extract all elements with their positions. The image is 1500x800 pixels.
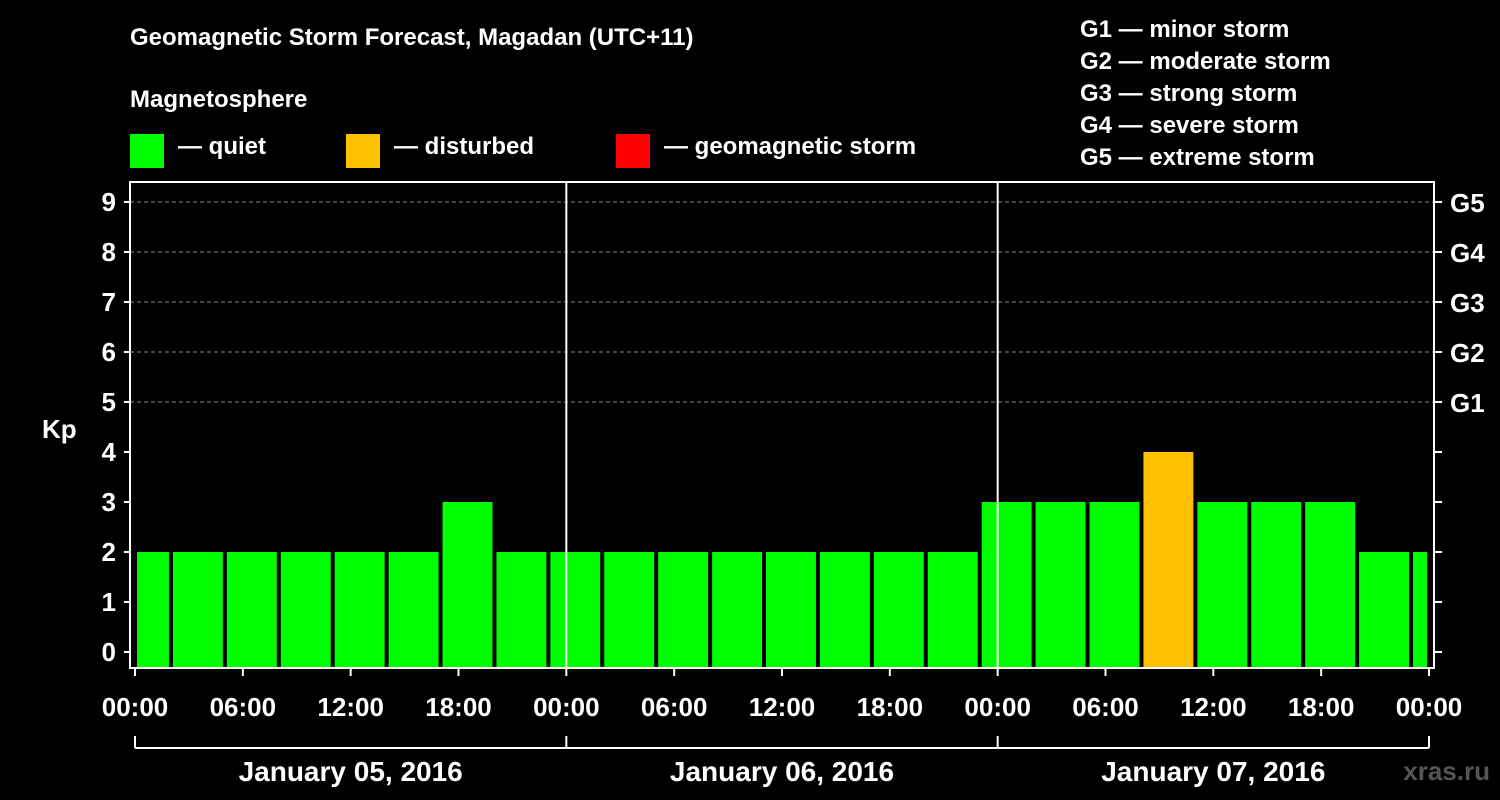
day-label: January 06, 2016 <box>670 756 894 787</box>
x-tick-label: 00:00 <box>533 692 600 722</box>
x-tick-label: 00:00 <box>1396 692 1463 722</box>
x-tick-label: 12:00 <box>749 692 816 722</box>
bar-kp <box>927 552 978 667</box>
bar-kp <box>1089 502 1140 667</box>
bar-kp <box>1035 502 1086 667</box>
y-tick-label: 8 <box>102 237 116 267</box>
legend-label-quiet: — quiet <box>178 133 266 160</box>
bar-kp <box>981 502 1032 667</box>
legend-label-disturbed: — disturbed <box>394 133 535 160</box>
g-scale-item: G5 — extreme storm <box>1080 144 1315 171</box>
legend-swatch-quiet <box>130 134 164 168</box>
legend-swatch-disturbed <box>346 134 380 168</box>
g-tick-label: G5 <box>1450 188 1485 218</box>
bar-kp <box>873 552 924 667</box>
y-tick-label: 5 <box>102 387 116 417</box>
legend-label-storm: — geomagnetic storm <box>664 133 917 160</box>
bar-kp <box>1143 452 1194 667</box>
x-tick-label: 06:00 <box>641 692 708 722</box>
bar-kp <box>280 552 331 667</box>
bar-kp <box>712 552 763 667</box>
y-tick-label: 4 <box>102 437 117 467</box>
x-tick-label: 12:00 <box>1180 692 1247 722</box>
y-axis-label: Kp <box>42 414 77 444</box>
bar-kp <box>1413 552 1427 667</box>
x-tick-label: 00:00 <box>102 692 169 722</box>
bar-kp <box>226 552 277 667</box>
g-scale-item: G2 — moderate storm <box>1080 48 1331 75</box>
bar-kp <box>442 502 493 667</box>
g-scale-item: G4 — severe storm <box>1080 112 1299 139</box>
bar-kp <box>172 552 223 667</box>
magnetosphere-label: Magnetosphere <box>130 86 308 113</box>
g-scale-legend: G1 — minor storm G2 — moderate storm G3 … <box>1080 14 1331 174</box>
x-tick-label: 18:00 <box>857 692 924 722</box>
x-tick-label: 18:00 <box>1288 692 1355 722</box>
chart-title: Geomagnetic Storm Forecast, Magadan (UTC… <box>130 24 694 51</box>
y-tick-label: 9 <box>102 187 116 217</box>
g-tick-label: G1 <box>1450 388 1485 418</box>
x-tick-label: 06:00 <box>210 692 277 722</box>
bar-kp <box>496 552 547 667</box>
y-tick-label: 1 <box>102 587 116 617</box>
x-tick-label: 06:00 <box>1072 692 1139 722</box>
grid-layer <box>130 201 1434 403</box>
bar-kp <box>658 552 709 667</box>
day-label: January 07, 2016 <box>1101 756 1325 787</box>
bar-kp <box>1197 502 1248 667</box>
y-tick-label: 6 <box>102 337 116 367</box>
bar-kp <box>137 552 169 667</box>
bar-kp <box>334 552 385 667</box>
legend-swatch-storm <box>616 134 650 168</box>
axis-layer: 0 1 2 3 4 5 6 7 8 9 G1 G2 G3 G4 G5 00:00 06:00 12:00 18:00… <box>102 181 1485 787</box>
g-scale-item: G1 — minor storm <box>1080 16 1290 43</box>
bar-kp <box>1305 502 1356 667</box>
y-tick-label: 7 <box>102 287 116 317</box>
x-tick-label: 18:00 <box>425 692 492 722</box>
bar-kp <box>388 552 439 667</box>
bar-kp <box>819 552 870 667</box>
bar-layer <box>137 452 1427 667</box>
x-tick-label: 12:00 <box>317 692 384 722</box>
bar-kp <box>1359 552 1410 667</box>
y-tick-label: 3 <box>102 487 116 517</box>
bar-kp <box>550 552 601 667</box>
x-tick-label: 00:00 <box>964 692 1031 722</box>
bar-kp <box>604 552 655 667</box>
watermark: xras.ru <box>1403 756 1490 786</box>
bar-kp <box>1251 502 1302 667</box>
bar-kp <box>766 552 816 667</box>
g-scale-item: G3 — strong storm <box>1080 80 1298 107</box>
day-label: January 05, 2016 <box>239 756 463 787</box>
y-tick-label: 0 <box>102 637 116 667</box>
y-tick-label: 2 <box>102 537 116 567</box>
g-tick-label: G3 <box>1450 288 1485 318</box>
g-tick-label: G4 <box>1450 238 1485 268</box>
g-tick-label: G2 <box>1450 338 1485 368</box>
